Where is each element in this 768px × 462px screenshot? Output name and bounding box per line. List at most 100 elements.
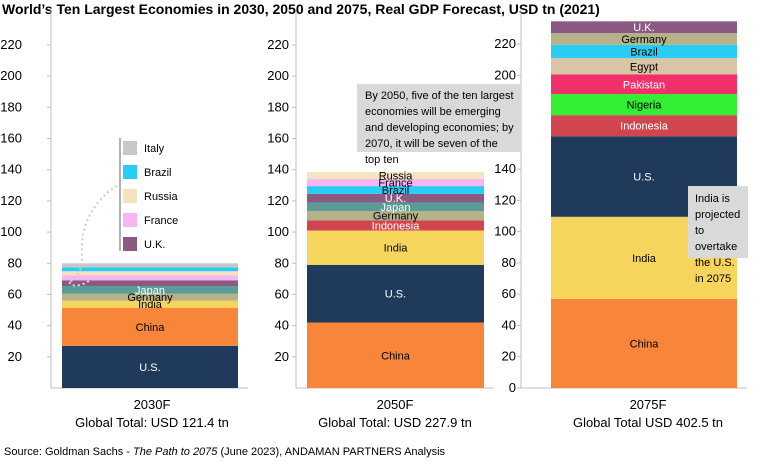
y-tick-label: 140	[0, 162, 22, 177]
segment-label-china: China	[630, 338, 660, 350]
y-tick-label: 40	[8, 318, 22, 333]
segment-label-brazil: Brazil	[630, 46, 658, 58]
y-tick-label: 220	[267, 37, 289, 52]
bar-segment-france-2050f	[307, 179, 484, 187]
category-label: 2030F	[134, 397, 171, 412]
segment-label-india: India	[138, 299, 163, 311]
bar-segment-russia-2030f	[62, 271, 238, 276]
y-tick-label: 220	[0, 37, 22, 52]
y-tick-label: 220	[494, 36, 516, 51]
segment-label-u-k: U.K.	[633, 22, 654, 34]
y-tick-label: 200	[0, 68, 22, 83]
bar-segment-germany-2050f	[307, 211, 484, 221]
annotation-2075: India is projected to overtake the U.S. …	[688, 186, 748, 285]
y-tick-label: 80	[8, 255, 22, 270]
legend-label-italy: Italy	[144, 143, 165, 155]
y-tick-label: 60	[275, 286, 289, 301]
bar-segment-brazil-2075f	[551, 44, 737, 59]
y-tick-label: 140	[494, 161, 516, 176]
annotation-2050: By 2050, five of the ten largest economi…	[357, 84, 521, 166]
y-tick-label: 20	[275, 349, 289, 364]
segment-label-u-s: U.S.	[385, 289, 406, 301]
bar-segment-germany-2030f	[62, 293, 238, 301]
segment-label-japan: Japan	[381, 202, 411, 214]
bar-segment-indonesia-2075f	[551, 115, 737, 137]
segment-label-germany: Germany	[621, 34, 667, 46]
bar-segment-japan-2050f	[307, 202, 484, 212]
y-tick-label: 120	[494, 192, 516, 207]
segment-label-china: China	[381, 350, 411, 362]
y-tick-label: 120	[267, 193, 289, 208]
legend-swatch-brazil	[123, 165, 137, 179]
segment-label-brazil: Brazil	[382, 185, 410, 197]
bar-segment-germany-2075f	[551, 33, 737, 45]
bar-segment-u-k-2050f	[307, 193, 484, 203]
y-tick-label: 0	[509, 380, 516, 395]
y-tick-label: 40	[275, 318, 289, 333]
bar-segment-u-k-2075f	[551, 21, 737, 34]
segment-label-u-k: U.K.	[385, 193, 406, 205]
segment-label-japan: Japan	[135, 285, 165, 297]
bar-segment-china-2075f	[551, 298, 737, 388]
legend-label-brazil: Brazil	[144, 167, 172, 179]
y-tick-label: 180	[267, 99, 289, 114]
bar-segment-u-s-2030f	[62, 345, 238, 388]
category-total-label: Global Total: USD 121.4 tn	[75, 415, 229, 430]
y-tick-label: 200	[494, 67, 516, 82]
segment-label-indonesia: Indonesia	[620, 121, 669, 133]
bar-segment-china-2050f	[307, 322, 484, 388]
legend-swatch-france	[123, 213, 137, 227]
y-tick-label: 20	[502, 349, 516, 364]
y-tick-label: 20	[8, 349, 22, 364]
y-tick-label: 100	[267, 224, 289, 239]
legend-label-u-k: U.K.	[144, 239, 165, 251]
bar-segment-italy-2030f	[62, 263, 238, 268]
y-tick-label: 120	[0, 193, 22, 208]
bar-segment-india-2050f	[307, 230, 484, 265]
bar-segment-indonesia-2050f	[307, 220, 484, 231]
chart-title: World’s Ten Largest Economies in 2030, 2…	[2, 1, 600, 17]
segment-label-germany: Germany	[127, 292, 173, 304]
bar-segment-brazil-2050f	[307, 186, 484, 194]
bar-segment-russia-2050f	[307, 172, 484, 180]
legend-swatch-u-k	[123, 237, 137, 251]
y-tick-label: 80	[502, 255, 516, 270]
y-tick-label: 60	[8, 286, 22, 301]
y-tick-label: 100	[494, 224, 516, 239]
legend-label-russia: Russia	[144, 191, 179, 203]
segment-label-india: India	[384, 243, 409, 255]
y-tick-label: 140	[267, 162, 289, 177]
source-note: Source: Goldman Sachs - The Path to 2075…	[4, 446, 445, 458]
source-publication: The Path to 2075	[133, 446, 218, 458]
segment-label-u-s: U.S.	[633, 172, 654, 184]
y-tick-label: 160	[267, 131, 289, 146]
bar-segment-france-2030f	[62, 275, 238, 281]
segment-label-nigeria: Nigeria	[627, 100, 663, 112]
source-prefix: Source: Goldman Sachs -	[4, 446, 134, 458]
y-tick-label: 80	[275, 255, 289, 270]
legend-swatch-russia	[123, 189, 137, 203]
segment-label-china: China	[136, 322, 166, 334]
segment-label-egypt: Egypt	[630, 61, 658, 73]
category-label: 2050F	[377, 397, 414, 412]
bar-segment-pakistan-2075f	[551, 74, 737, 95]
bar-segment-brazil-2030f	[62, 267, 238, 272]
y-tick-label: 160	[0, 131, 22, 146]
bar-segment-china-2030f	[62, 307, 238, 346]
category-label: 2075F	[630, 397, 667, 412]
segment-label-indonesia: Indonesia	[372, 220, 421, 232]
bar-segment-nigeria-2075f	[551, 94, 737, 116]
legend-label-france: France	[144, 215, 178, 227]
bar-segment-u-k-2030f	[62, 280, 238, 287]
segment-label-pakistan: Pakistan	[623, 79, 665, 91]
segment-label-germany: Germany	[373, 211, 419, 223]
segment-label-russia: Russia	[379, 171, 414, 183]
y-tick-label: 60	[502, 286, 516, 301]
bar-segment-japan-2030f	[62, 286, 238, 294]
y-tick-label: 200	[267, 68, 289, 83]
bar-segment-u-s-2050f	[307, 264, 484, 323]
legend-connector-end	[68, 279, 91, 287]
bar-segment-egypt-2075f	[551, 58, 737, 75]
